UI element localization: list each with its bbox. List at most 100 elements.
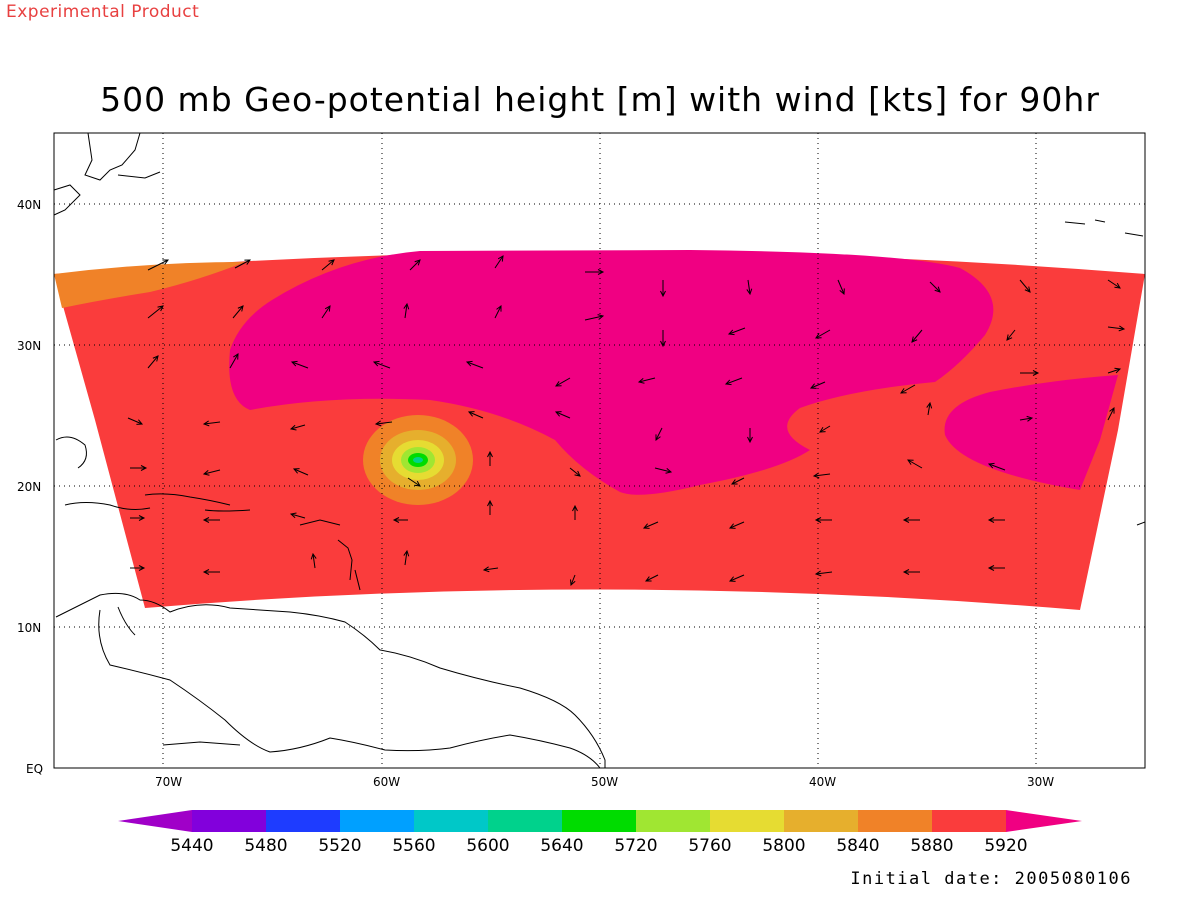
wind-arrow (584, 314, 605, 321)
wind-arrow (321, 305, 331, 319)
colorbar-swatch (932, 810, 1006, 832)
colorbar-label: 5560 (392, 836, 435, 856)
wind-arrow (374, 420, 393, 427)
colorbar-label: 5880 (910, 836, 953, 856)
graticule (54, 133, 1145, 768)
height-field-high (229, 250, 994, 495)
wind-arrow (987, 565, 1005, 571)
lon-tick-label: 40W (809, 775, 836, 789)
colorbar-label: 5600 (466, 836, 509, 856)
colorbar-swatch (784, 810, 858, 832)
lon-tick-label: 50W (591, 775, 618, 789)
wind-arrow (585, 269, 605, 275)
wind-arrow (572, 504, 578, 520)
wind-arrow (727, 327, 746, 336)
colorbar-swatch (192, 810, 266, 832)
wind-arrow (290, 360, 309, 369)
colorbar-right-arrow (1006, 810, 1082, 832)
wind-arrow (1107, 367, 1122, 374)
wind-arrow (555, 377, 571, 387)
lat-tick-label: 20N (17, 480, 41, 494)
wind-arrow (730, 477, 745, 485)
wind-arrow (372, 360, 391, 369)
colorbar-swatch (340, 810, 414, 832)
wind-vectors (127, 255, 1126, 587)
wind-arrow (654, 467, 673, 474)
initial-date: Initial date: 2005080106 (850, 869, 1132, 889)
wind-arrow (289, 512, 306, 519)
wind-arrow (987, 462, 1006, 471)
height-field-high-east (944, 375, 1118, 490)
colorbar-label: 5720 (614, 836, 657, 856)
colorbar-label: 5480 (244, 836, 287, 856)
lat-tick-label: 40N (17, 198, 41, 212)
wind-arrow (234, 259, 251, 269)
map-frame (53, 132, 1146, 769)
wind-arrow (494, 255, 504, 269)
lon-axis: 70W 60W 50W 40W 30W (155, 775, 1054, 789)
colorbar-label: 5800 (762, 836, 805, 856)
coastlines (53, 132, 1146, 769)
wind-arrow (494, 305, 502, 319)
wind-arrow (1107, 279, 1121, 289)
experimental-product-label: Experimental Product (6, 2, 200, 22)
wind-arrow (232, 305, 244, 319)
wind-arrow (637, 377, 656, 384)
colorbar-labels: 5440 5480 5520 5560 5600 5640 5720 5760 5800 5840… (170, 836, 1027, 856)
wind-arrow (644, 574, 659, 582)
wind-arrow (321, 259, 335, 271)
colorbar-label: 5920 (984, 836, 1027, 856)
colorbar-swatch (562, 810, 636, 832)
wind-arrow (1019, 279, 1031, 293)
lon-tick-label: 60W (373, 775, 400, 789)
wind-arrow (465, 360, 484, 369)
wind-arrow (1019, 415, 1034, 422)
wind-arrow (229, 353, 239, 369)
wind-arrow (569, 467, 581, 477)
wind-arrow (728, 521, 745, 529)
wind-arrow (809, 381, 826, 389)
colorbar-swatch (266, 810, 340, 832)
wind-arrow (728, 574, 745, 582)
wind-arrow (900, 384, 916, 394)
wind-arrow (292, 468, 309, 476)
lon-tick-label: 30W (1027, 775, 1054, 789)
lon-tick-label: 70W (155, 775, 182, 789)
low-contour-ring (413, 457, 423, 463)
wind-arrow (926, 401, 933, 416)
wind-arrow (1107, 407, 1115, 421)
wind-arrow (202, 517, 220, 523)
colorbar-label: 5520 (318, 836, 361, 856)
lat-tick-label: 10N (17, 621, 41, 635)
wind-arrow (746, 279, 753, 296)
wind-arrow (409, 259, 421, 271)
low-center (363, 415, 473, 505)
lat-tick-label: 30N (17, 339, 41, 353)
wind-arrow (724, 377, 743, 386)
wind-arrow (202, 420, 221, 427)
wind-arrow (392, 517, 408, 523)
colorbar-swatch (414, 810, 488, 832)
height-field-5880-corner (54, 262, 245, 308)
wind-arrow (660, 330, 666, 348)
colorbar-label: 5840 (836, 836, 879, 856)
wind-arrow (642, 521, 659, 529)
wind-arrow (902, 517, 920, 523)
wind-arrow (814, 517, 832, 523)
wind-arrow (1020, 370, 1040, 376)
wind-arrow (467, 411, 484, 419)
wind-arrow (130, 515, 146, 521)
wind-arrow (487, 450, 493, 466)
wind-arrow (554, 411, 571, 419)
wind-arrow (1006, 329, 1016, 341)
wind-arrow (815, 329, 831, 339)
wind-arrow (812, 472, 831, 479)
wind-arrow (660, 280, 666, 298)
wind-arrow (403, 549, 410, 566)
wind-arrow (747, 428, 753, 444)
map-title: 500 mb Geo-potential height [m] with win… (100, 80, 1100, 119)
wind-arrow (911, 329, 923, 343)
wind-arrow (147, 355, 159, 369)
colorbar (118, 810, 1082, 832)
wind-arrow (655, 427, 663, 442)
